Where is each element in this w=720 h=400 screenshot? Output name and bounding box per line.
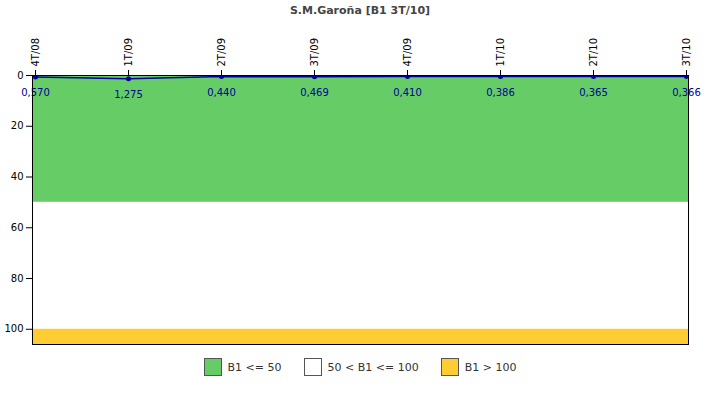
svg-text:3T/09: 3T/09 xyxy=(309,38,320,67)
html-text:50 < B1 <= 100: 50 < B1 <= 100 xyxy=(327,360,419,374)
svg-text:0,366: 0,366 xyxy=(672,87,701,98)
svg-text:1T/09: 1T/09 xyxy=(123,38,134,67)
svg-text:0: 0 xyxy=(17,70,23,81)
svg-text:100: 100 xyxy=(4,323,23,334)
svg-text:4T/09: 4T/09 xyxy=(402,38,413,67)
svg-text:40: 40 xyxy=(11,171,24,182)
svg-text:4T/08: 4T/08 xyxy=(30,38,41,67)
svg-text:0,440: 0,440 xyxy=(207,87,236,98)
svg-text:60: 60 xyxy=(11,222,24,233)
svg-text:0,570: 0,570 xyxy=(21,87,50,98)
svg-text:0,469: 0,469 xyxy=(300,87,329,98)
svg-text:2T/09: 2T/09 xyxy=(216,38,227,67)
html-text:B1 > 100: B1 > 100 xyxy=(464,360,517,374)
svg-text:2T/10: 2T/10 xyxy=(588,38,599,67)
svg-text:20: 20 xyxy=(11,120,24,131)
svg-text:3T/10: 3T/10 xyxy=(681,38,692,67)
svg-text:0,410: 0,410 xyxy=(393,87,422,98)
svg-text:0,386: 0,386 xyxy=(486,87,515,98)
svg-text:1T/10: 1T/10 xyxy=(495,38,506,67)
html-text:S.M.Garoña [B1 3T/10]: S.M.Garoña [B1 3T/10] xyxy=(289,4,431,17)
svg-text:1,275: 1,275 xyxy=(114,89,143,100)
html-text:B1 <= 50: B1 <= 50 xyxy=(227,360,282,374)
svg-text:80: 80 xyxy=(11,273,24,284)
svg-text:0,365: 0,365 xyxy=(579,87,608,98)
